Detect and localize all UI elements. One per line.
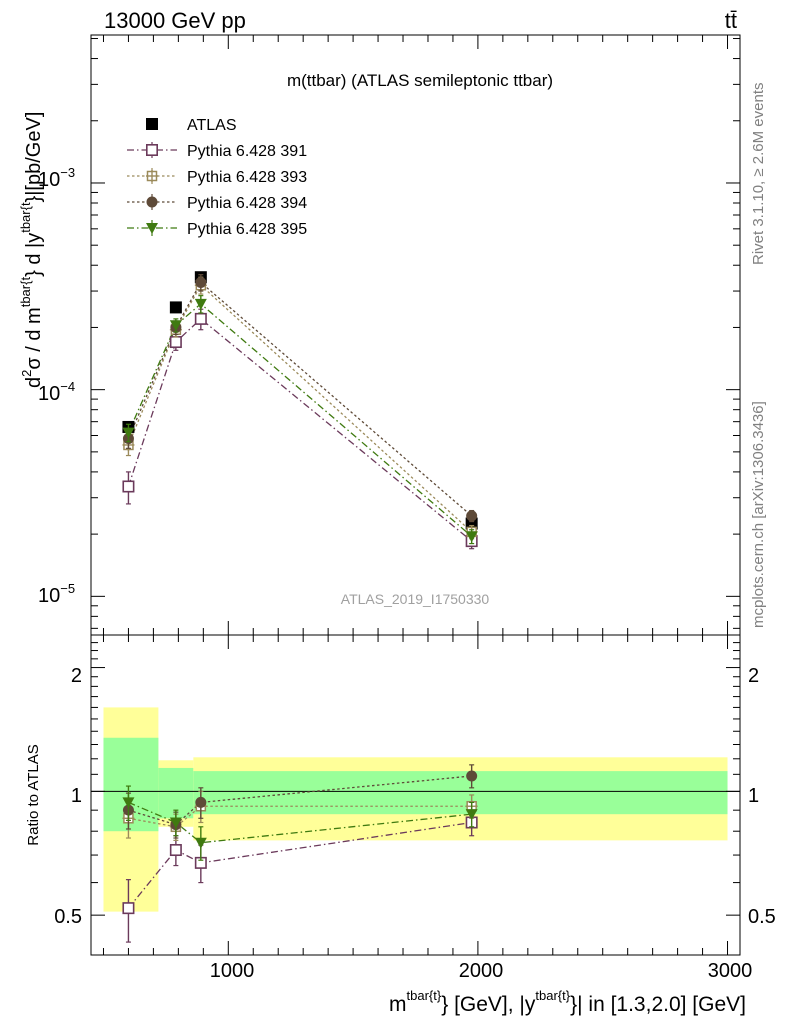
legend-label: ATLAS xyxy=(187,117,237,134)
ratio-data-points xyxy=(122,764,478,943)
ratio-data-point xyxy=(122,797,135,809)
main-axis-ticks xyxy=(91,35,740,635)
ratio-data-point xyxy=(466,770,478,782)
legend: ATLAS Pythia 6.428 391 Pythia 6.428 393 Pyt… xyxy=(127,117,307,238)
ratio-data-point xyxy=(169,844,182,857)
main-ytick-label: 10−4 xyxy=(38,379,75,405)
main-data-points xyxy=(122,271,478,550)
legend-marker xyxy=(146,118,158,130)
ratio-ytick-label: 1 xyxy=(71,785,82,807)
legend-marker xyxy=(146,144,159,157)
ratio-ylabel: Ratio to ATLAS xyxy=(25,744,42,845)
legend-item: Pythia 6.428 393 xyxy=(127,168,307,186)
main-series-line xyxy=(127,303,473,537)
main-data-point xyxy=(169,336,182,349)
ratio-ytick-label-right: 2 xyxy=(748,665,759,687)
x-axis-label: mtbar{t}} [GeV], |ytbar{t}}| in [1.3,2.0… xyxy=(389,988,746,1016)
main-data-point xyxy=(169,301,182,314)
main-ytick-label: 10−3 xyxy=(38,165,75,191)
legend-marker xyxy=(146,196,158,208)
xtick-label: 3000 xyxy=(708,960,753,982)
ratio-uncertainty-bands xyxy=(103,707,728,912)
legend-item: ATLAS xyxy=(146,117,237,134)
legend-marker xyxy=(146,170,158,182)
ratio-series-lines xyxy=(127,775,472,909)
main-data-point xyxy=(122,427,135,439)
ratio-ytick-label: 0.5 xyxy=(54,906,82,928)
main-data-point xyxy=(194,298,207,310)
ratio-axis-ticks xyxy=(91,634,740,956)
main-series-lines xyxy=(127,281,473,542)
legend-label: Pythia 6.428 391 xyxy=(187,143,307,160)
ratio-data-point xyxy=(122,902,135,915)
ratio-inner-band xyxy=(193,771,728,815)
legend-label: Pythia 6.428 395 xyxy=(187,221,307,238)
ratio-series-line xyxy=(128,805,472,828)
legend-label: Pythia 6.428 394 xyxy=(187,195,307,212)
main-ytick-label: 10−5 xyxy=(38,581,75,607)
main-title: m(ttbar) (ATLAS semileptonic ttbar) xyxy=(287,71,553,90)
main-series-line xyxy=(127,318,473,542)
ratio-ytick-label: 2 xyxy=(71,665,82,687)
main-series-line xyxy=(127,281,473,517)
main-data-point xyxy=(194,312,207,325)
xtick-label: 1000 xyxy=(210,960,255,982)
ratio-ytick-label-right: 0.5 xyxy=(748,906,776,928)
main-data-point xyxy=(465,531,478,543)
main-data-point xyxy=(195,276,207,288)
legend-item: Pythia 6.428 395 xyxy=(127,220,307,238)
ratio-data-point xyxy=(195,796,207,808)
ratio-series-line xyxy=(127,821,472,909)
main-data-point xyxy=(169,320,182,332)
ratio-ytick-label-right: 1 xyxy=(748,785,759,807)
process-label: tt̄ xyxy=(725,8,737,33)
legend-marker xyxy=(146,223,158,234)
ratio-data-point xyxy=(194,837,207,849)
mcplots-label: mcplots.cern.ch [arXiv:1306.3436] xyxy=(750,401,767,628)
watermark: ATLAS_2019_I1750330 xyxy=(341,591,490,607)
ratio-series-line xyxy=(128,775,472,826)
main-data-point xyxy=(465,517,478,530)
ratio-plot-frame xyxy=(90,634,741,956)
main-data-point xyxy=(466,510,478,522)
main-series-line xyxy=(127,284,473,533)
main-data-point xyxy=(122,480,135,493)
energy-label: 13000 GeV pp xyxy=(104,8,246,33)
ratio-series-line xyxy=(128,801,472,844)
xtick-label: 2000 xyxy=(459,960,504,982)
ratio-data-point xyxy=(169,817,182,829)
legend-item: Pythia 6.428 391 xyxy=(127,142,307,160)
ratio-data-point xyxy=(465,809,478,821)
rivet-label: Rivet 3.1.10, ≥ 2.6M events xyxy=(750,83,767,266)
legend-label: Pythia 6.428 393 xyxy=(187,169,307,186)
main-ylabel: d2σ / d mtbar{t} d |ytbar{t}|[pb/GeV] xyxy=(18,112,45,388)
legend-item: Pythia 6.428 394 xyxy=(127,194,307,212)
